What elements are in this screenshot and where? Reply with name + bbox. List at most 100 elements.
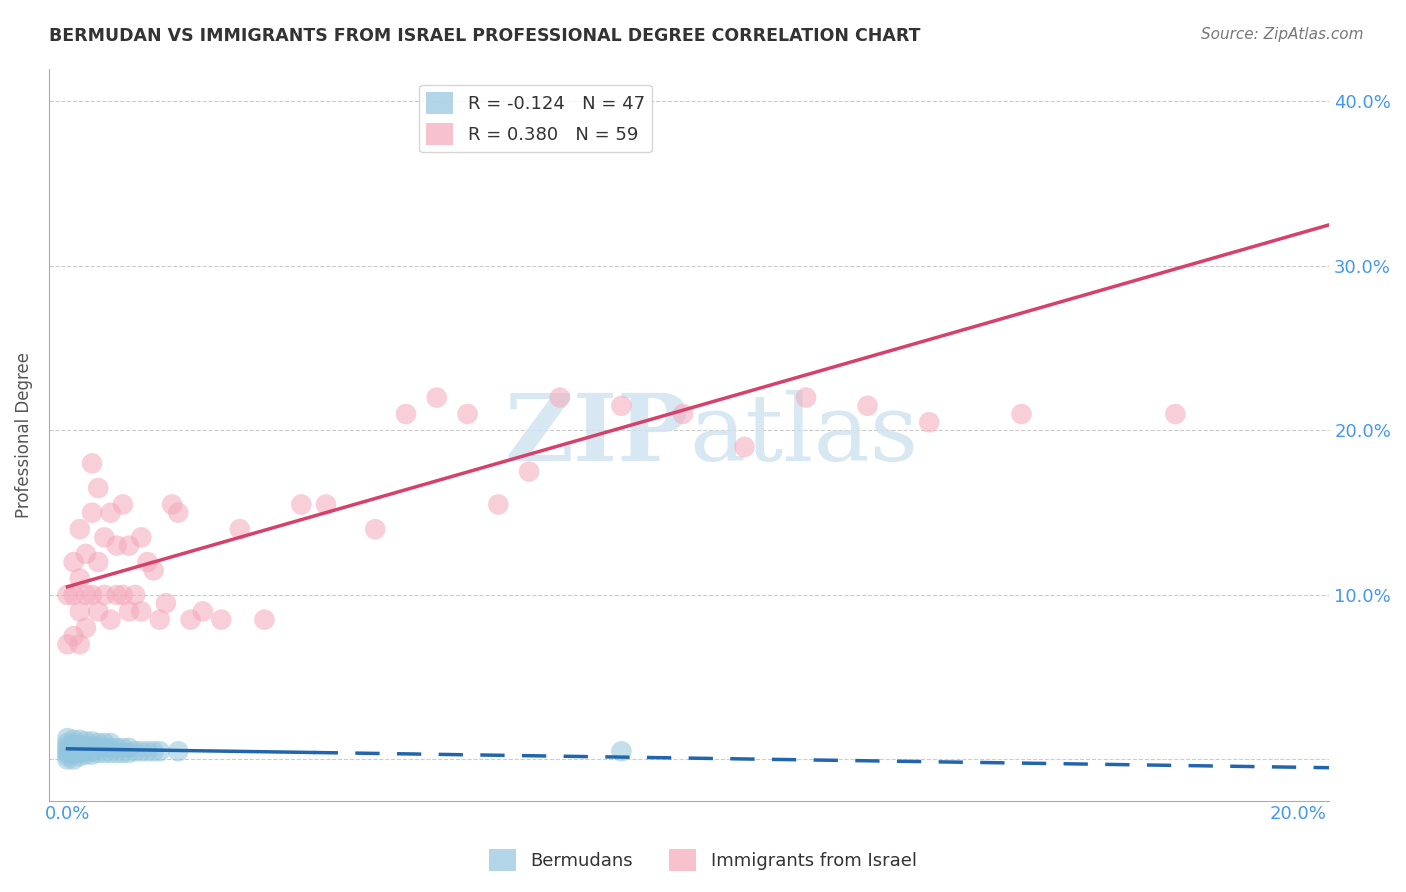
Point [87,555,110,569]
Point [93,588,115,602]
Point [69,637,91,651]
Point [80,744,103,758]
Point [124,588,146,602]
Point [100,741,122,756]
Point [1011,407,1033,421]
Point [191,604,214,618]
Point [62,747,84,762]
Text: BERMUDAN VS IMMIGRANTS FROM ISRAEL PROFESSIONAL DEGREE CORRELATION CHART: BERMUDAN VS IMMIGRANTS FROM ISRAEL PROFE… [49,27,921,45]
Point [62,752,84,766]
Point [111,498,134,512]
Point [486,498,509,512]
Point [315,498,337,512]
Point [56,742,79,756]
Point [160,498,183,512]
Point [1164,407,1187,421]
Point [87,481,110,495]
Point [610,399,633,413]
Point [80,747,103,762]
Point [93,746,115,760]
Point [75,739,97,754]
Point [69,746,91,760]
Point [142,563,165,577]
Point [75,588,97,602]
Point [118,741,141,756]
Point [149,744,172,758]
Point [87,736,110,750]
Point [100,506,122,520]
Point [75,621,97,635]
Point [517,465,540,479]
Y-axis label: Professional Degree: Professional Degree [15,351,32,517]
Point [56,739,79,754]
Point [80,739,103,754]
Text: atlas: atlas [689,390,918,480]
Point [56,736,79,750]
Point [111,746,134,760]
Point [75,744,97,758]
Point [62,629,84,643]
Point [87,746,110,760]
Point [129,530,152,544]
Point [457,407,479,421]
Point [62,555,84,569]
Point [75,747,97,762]
Point [155,596,177,610]
Legend: Bermudans, Immigrants from Israel: Bermudans, Immigrants from Israel [482,842,924,879]
Point [111,588,134,602]
Point [56,731,79,745]
Point [69,749,91,764]
Point [105,741,128,756]
Legend: R = -0.124   N = 47, R = 0.380   N = 59: R = -0.124 N = 47, R = 0.380 N = 59 [419,85,652,153]
Point [426,391,449,405]
Point [93,736,115,750]
Point [87,741,110,756]
Point [56,752,79,766]
Point [69,604,91,618]
Point [918,415,941,429]
Point [548,391,571,405]
Point [253,613,276,627]
Point [290,498,312,512]
Point [80,588,103,602]
Point [69,732,91,747]
Point [111,741,134,756]
Point [794,391,817,405]
Point [856,399,879,413]
Point [80,734,103,748]
Point [610,744,633,758]
Point [105,746,128,760]
Point [69,572,91,586]
Point [69,738,91,752]
Point [56,749,79,764]
Point [129,604,152,618]
Point [75,734,97,748]
Point [80,456,103,470]
Point [180,613,202,627]
Point [124,744,146,758]
Point [672,407,695,421]
Point [149,613,172,627]
Point [93,530,115,544]
Point [229,522,252,536]
Point [100,736,122,750]
Point [118,604,141,618]
Point [93,741,115,756]
Point [100,613,122,627]
Point [62,742,84,756]
Point [75,547,97,561]
Point [118,746,141,760]
Point [105,588,128,602]
Point [364,522,387,536]
Point [56,588,79,602]
Point [56,637,79,651]
Point [56,746,79,760]
Point [118,539,141,553]
Point [209,613,232,627]
Point [100,746,122,760]
Point [142,744,165,758]
Point [69,742,91,756]
Point [167,744,190,758]
Point [136,744,159,758]
Text: ZIP: ZIP [505,390,689,480]
